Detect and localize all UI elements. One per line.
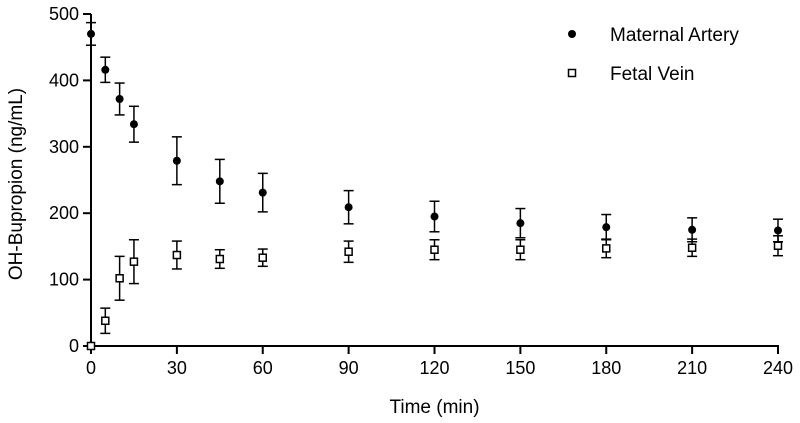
data-point bbox=[516, 245, 525, 254]
y-axis-title: OH-Bupropion (ng/mL) bbox=[6, 88, 27, 280]
data-point bbox=[86, 341, 96, 351]
data-point bbox=[430, 212, 439, 221]
y-axis: 0 100 200 300 400 500 bbox=[49, 4, 92, 356]
legend: Maternal Artery Fetal Vein bbox=[567, 25, 739, 85]
data-point bbox=[215, 254, 225, 264]
x-axis-title: Time (min) bbox=[389, 397, 479, 418]
legend-label: Fetal Vein bbox=[610, 64, 695, 85]
data-point bbox=[602, 223, 611, 232]
data-point bbox=[516, 219, 525, 228]
data-point bbox=[87, 29, 95, 38]
x-tick-label: 120 bbox=[419, 358, 449, 378]
data-point bbox=[773, 241, 783, 250]
x-tick-label: 0 bbox=[86, 358, 96, 378]
series-maternal-artery bbox=[86, 21, 783, 243]
data-point bbox=[774, 226, 782, 235]
legend-label: Maternal Artery bbox=[610, 25, 739, 46]
x-tick-label: 150 bbox=[505, 358, 535, 378]
data-point bbox=[688, 225, 697, 234]
x-axis: 0 30 60 90 120 150 180 210 240 bbox=[86, 345, 793, 378]
data-point bbox=[115, 94, 124, 103]
y-tick-label: 200 bbox=[49, 203, 79, 223]
data-point bbox=[101, 316, 110, 326]
y-tick-label: 500 bbox=[49, 4, 79, 24]
data-point bbox=[258, 188, 267, 197]
y-tick-label: 300 bbox=[49, 137, 79, 157]
data-point bbox=[430, 245, 439, 254]
data-point bbox=[172, 156, 181, 165]
legend-marker-fetal-vein bbox=[567, 68, 577, 78]
x-tick-label: 240 bbox=[763, 358, 793, 378]
data-point bbox=[101, 65, 110, 74]
y-tick-label: 100 bbox=[49, 270, 79, 290]
x-tick-label: 180 bbox=[591, 358, 621, 378]
data-point bbox=[258, 253, 267, 262]
x-tick-label: 90 bbox=[339, 358, 359, 378]
x-tick-label: 60 bbox=[253, 358, 273, 378]
y-tick-label: 400 bbox=[49, 70, 79, 90]
y-tick-label: 0 bbox=[69, 336, 79, 356]
data-point bbox=[172, 250, 182, 260]
data-point bbox=[215, 177, 224, 186]
plot-area bbox=[86, 21, 783, 351]
data-point bbox=[602, 244, 611, 253]
legend-marker-maternal-artery bbox=[568, 30, 576, 38]
data-point bbox=[687, 243, 697, 252]
data-point bbox=[344, 247, 353, 256]
data-point bbox=[115, 274, 124, 283]
x-tick-label: 210 bbox=[677, 358, 707, 378]
data-point bbox=[129, 120, 138, 129]
x-tick-label: 30 bbox=[167, 358, 187, 378]
data-point bbox=[344, 203, 353, 212]
series-fetal-vein bbox=[86, 235, 783, 351]
data-point bbox=[129, 257, 139, 266]
